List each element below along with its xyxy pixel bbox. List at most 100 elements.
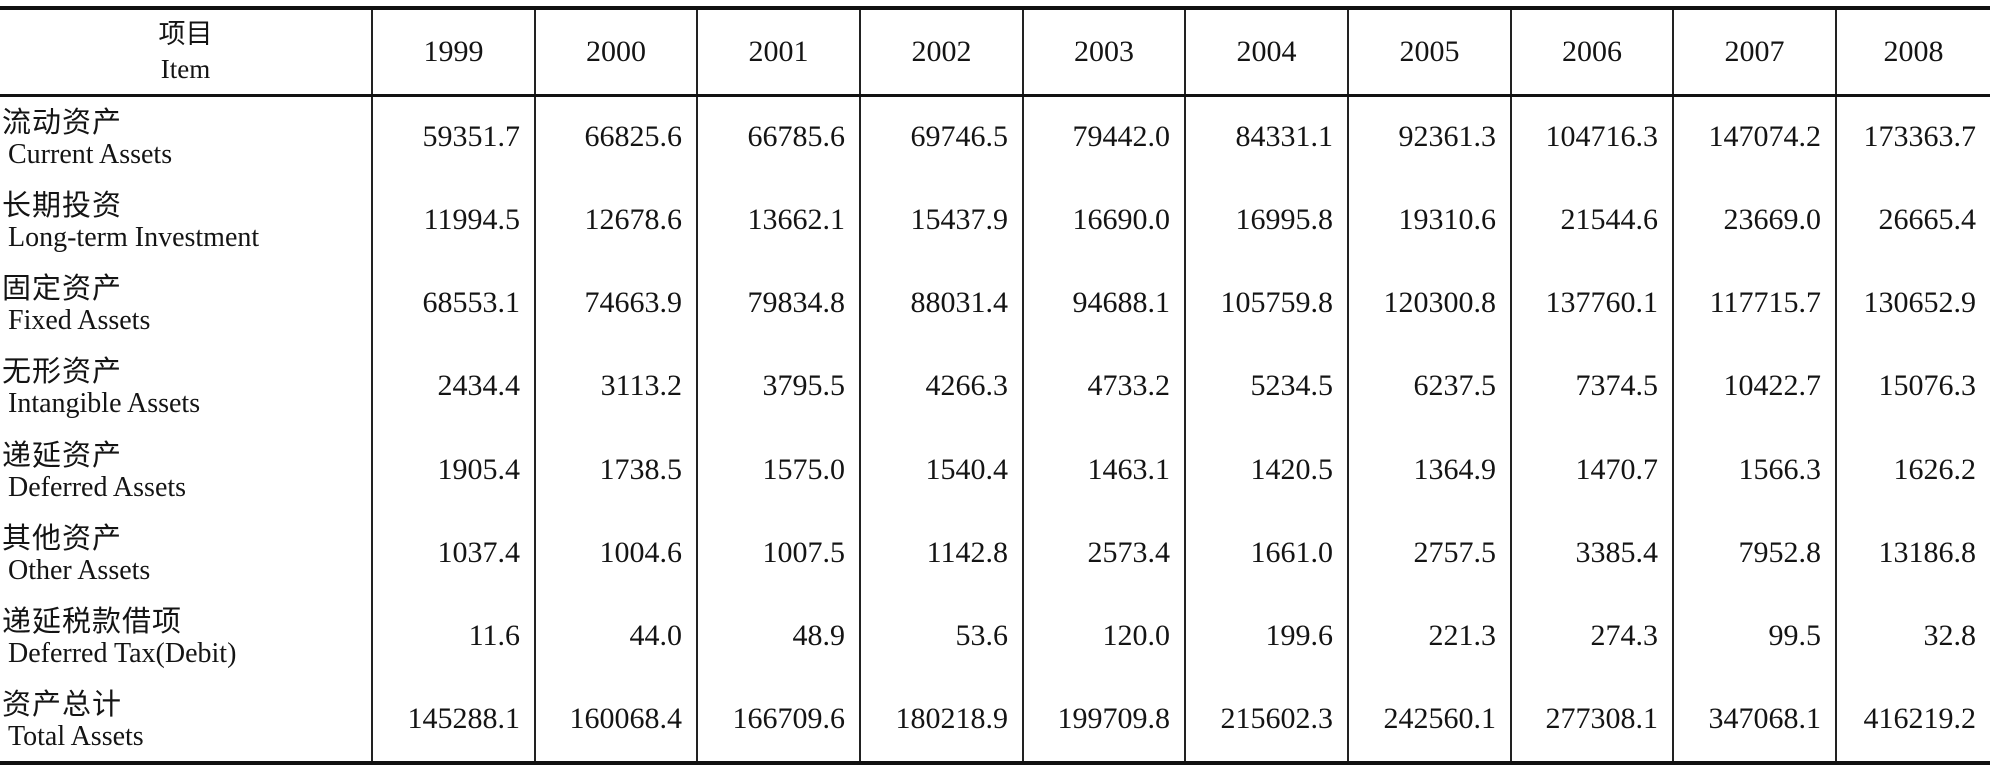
value-cell: 347068.1 — [1672, 677, 1836, 761]
row-label: 递延税款借项 Deferred Tax(Debit) — [0, 595, 372, 678]
value-cell: 11.6 — [371, 594, 535, 678]
header-year: 2008 — [1835, 10, 1990, 97]
value-cell: 199709.8 — [1022, 677, 1185, 761]
value-cell: 1007.5 — [696, 511, 860, 595]
value-cell: 7952.8 — [1672, 511, 1836, 595]
value-cell: 92361.3 — [1347, 95, 1511, 179]
value-cell: 199.6 — [1184, 594, 1348, 678]
row-label-cn: 其他资产 — [2, 520, 123, 555]
value-cell: 120300.8 — [1347, 261, 1511, 345]
header-year: 2002 — [859, 10, 1023, 97]
value-cell: 79442.0 — [1022, 95, 1185, 179]
value-cell: 21544.6 — [1510, 178, 1673, 262]
header-year: 1999 — [371, 10, 535, 97]
value-cell: 160068.4 — [534, 677, 697, 761]
value-cell: 1142.8 — [859, 511, 1023, 595]
value-cell: 1540.4 — [859, 428, 1023, 512]
row-label: 无形资产 Intangible Assets — [0, 345, 372, 428]
value-cell: 2434.4 — [371, 344, 535, 428]
value-cell: 84331.1 — [1184, 95, 1348, 179]
row-label-en: Deferred Tax(Debit) — [8, 638, 237, 670]
value-cell: 66825.6 — [534, 95, 697, 179]
row-label-cn: 递延税款借项 — [2, 604, 183, 639]
value-cell: 32.8 — [1835, 594, 1990, 678]
table-row: 资产总计 Total Assets 145288.1 160068.4 1667… — [0, 677, 1990, 761]
value-cell: 94688.1 — [1022, 261, 1185, 345]
value-cell: 5234.5 — [1184, 344, 1348, 428]
value-cell: 1566.3 — [1672, 428, 1836, 512]
value-cell: 1738.5 — [534, 428, 697, 512]
value-cell: 221.3 — [1347, 594, 1511, 678]
row-label-en: Intangible Assets — [8, 388, 201, 420]
row-label: 资产总计 Total Assets — [0, 678, 372, 761]
value-cell: 15076.3 — [1835, 344, 1990, 428]
table-row: 固定资产 Fixed Assets 68553.1 74663.9 79834.… — [0, 261, 1990, 345]
value-cell: 104716.3 — [1510, 95, 1673, 179]
value-cell: 2757.5 — [1347, 511, 1511, 595]
value-cell: 1037.4 — [371, 511, 535, 595]
row-label-en: Other Assets — [8, 554, 151, 586]
value-cell: 16690.0 — [1022, 178, 1185, 262]
value-cell: 416219.2 — [1835, 677, 1990, 761]
header-row: 项目 Item 1999 2000 2001 2002 2003 2004 20… — [0, 10, 1990, 97]
value-cell: 3385.4 — [1510, 511, 1673, 595]
value-cell: 215602.3 — [1184, 677, 1348, 761]
value-cell: 88031.4 — [859, 261, 1023, 345]
table-row: 其他资产 Other Assets 1037.4 1004.6 1007.5 1… — [0, 511, 1990, 595]
value-cell: 53.6 — [859, 594, 1023, 678]
value-cell: 7374.5 — [1510, 344, 1673, 428]
row-label-en: Long-term Investment — [8, 221, 260, 253]
top-rule — [0, 6, 1990, 10]
value-cell: 44.0 — [534, 594, 697, 678]
value-cell: 166709.6 — [696, 677, 860, 761]
row-label: 流动资产 Current Assets — [0, 95, 372, 178]
value-cell: 15437.9 — [859, 178, 1023, 262]
value-cell: 1626.2 — [1835, 428, 1990, 512]
value-cell: 19310.6 — [1347, 178, 1511, 262]
value-cell: 173363.7 — [1835, 95, 1990, 179]
assets-table: 项目 Item 1999 2000 2001 2002 2003 2004 20… — [0, 10, 1990, 761]
table-row: 递延税款借项 Deferred Tax(Debit) 11.6 44.0 48.… — [0, 594, 1990, 678]
value-cell: 10422.7 — [1672, 344, 1836, 428]
header-year: 2001 — [696, 10, 860, 97]
header-year: 2000 — [534, 10, 697, 97]
value-cell: 13186.8 — [1835, 511, 1990, 595]
header-item-cn: 项目 — [158, 18, 213, 50]
value-cell: 16995.8 — [1184, 178, 1348, 262]
value-cell: 6237.5 — [1347, 344, 1511, 428]
row-label-cn: 流动资产 — [2, 105, 123, 140]
row-label: 长期投资 Long-term Investment — [0, 178, 372, 261]
header-year: 2007 — [1672, 10, 1836, 97]
value-cell: 69746.5 — [859, 95, 1023, 179]
value-cell: 74663.9 — [534, 261, 697, 345]
header-item-en: Item — [160, 53, 211, 84]
header-year: 2005 — [1347, 10, 1511, 97]
row-label: 固定资产 Fixed Assets — [0, 262, 372, 345]
row-label-en: Current Assets — [8, 139, 173, 171]
value-cell: 99.5 — [1672, 594, 1836, 678]
value-cell: 1463.1 — [1022, 428, 1185, 512]
header-year: 2004 — [1184, 10, 1348, 97]
value-cell: 68553.1 — [371, 261, 535, 345]
bottom-rule — [0, 761, 1990, 765]
value-cell: 12678.6 — [534, 178, 697, 262]
value-cell: 1470.7 — [1510, 428, 1673, 512]
row-label-cn: 固定资产 — [2, 271, 123, 306]
value-cell: 120.0 — [1022, 594, 1185, 678]
table-row: 无形资产 Intangible Assets 2434.4 3113.2 379… — [0, 344, 1990, 428]
value-cell: 1575.0 — [696, 428, 860, 512]
row-label-en: Fixed Assets — [8, 305, 151, 337]
value-cell: 137760.1 — [1510, 261, 1673, 345]
value-cell: 11994.5 — [371, 178, 535, 262]
value-cell: 2573.4 — [1022, 511, 1185, 595]
value-cell: 1661.0 — [1184, 511, 1348, 595]
value-cell: 274.3 — [1510, 594, 1673, 678]
header-year: 2003 — [1022, 10, 1185, 97]
value-cell: 1905.4 — [371, 428, 535, 512]
value-cell: 145288.1 — [371, 677, 535, 761]
value-cell: 4266.3 — [859, 344, 1023, 428]
row-label: 其他资产 Other Assets — [0, 511, 372, 594]
value-cell: 3113.2 — [534, 344, 697, 428]
value-cell: 59351.7 — [371, 95, 535, 179]
